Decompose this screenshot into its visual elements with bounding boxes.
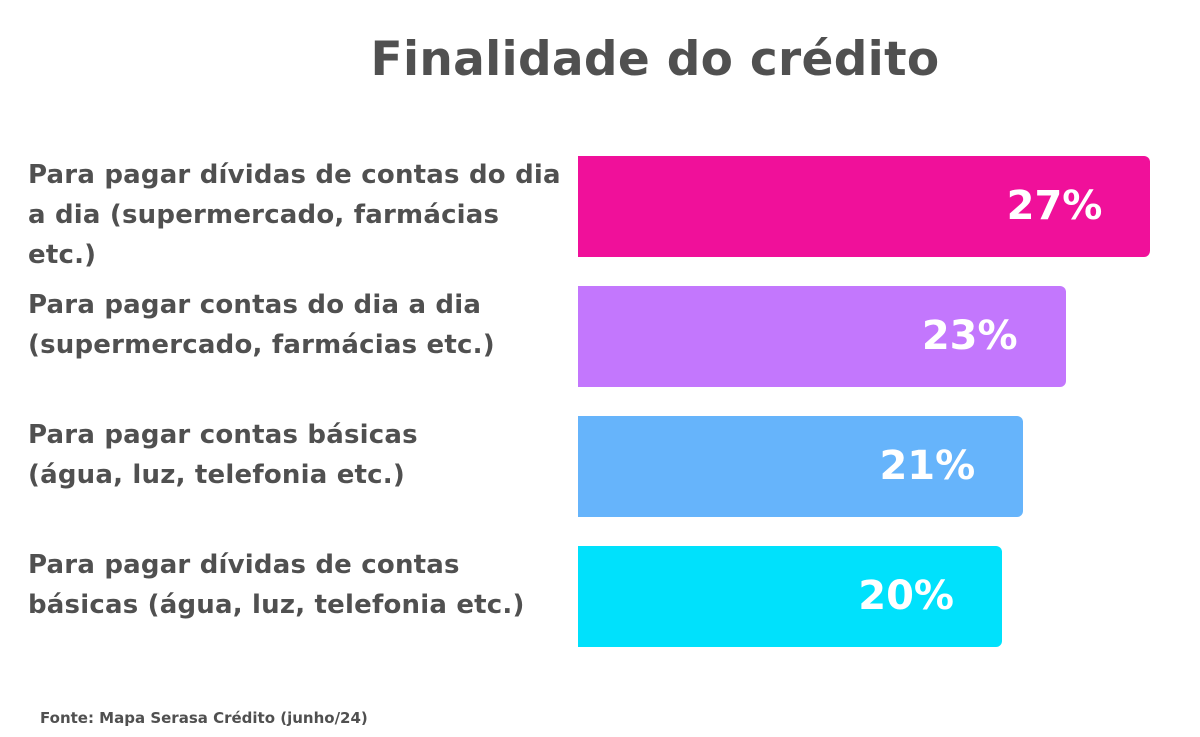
chart-title: Finalidade do crédito: [370, 32, 940, 87]
category-label-line: Para pagar contas básicas: [28, 420, 418, 450]
bar: [578, 416, 1024, 517]
bar-value-label: 20%: [858, 573, 954, 619]
bar: [578, 156, 1151, 257]
category-label-line: (água, luz, telefonia etc.): [28, 460, 405, 490]
category-label: Para pagar dívidas de contas do dia a dia…: [28, 155, 568, 275]
category-label: Para pagar contas básicas (água, luz, tel…: [28, 415, 568, 495]
bar-value-label: 23%: [921, 313, 1018, 359]
bar-value-label: 21%: [879, 443, 976, 489]
source-note: Fonte: Mapa Serasa Crédito (junho/24): [40, 709, 368, 727]
category-label: Para pagar dívidas de contas básicas (águ…: [28, 545, 568, 625]
category-label-line: Para pagar dívidas de contas: [28, 550, 460, 580]
category-label-line: (supermercado, farmácias etc.): [28, 330, 495, 360]
bar: [578, 546, 1002, 647]
category-label-line: básicas (água, luz, telefonia etc.): [28, 590, 525, 620]
bar-value-label: 27%: [1006, 183, 1103, 229]
category-label: Para pagar contas do dia a dia (supermerc…: [28, 285, 568, 365]
bar: [578, 286, 1066, 387]
category-label-line: Para pagar dívidas de contas do dia: [28, 160, 561, 190]
category-label-line: a dia (supermercado, farmácias etc.): [28, 200, 500, 270]
category-label-line: Para pagar contas do dia a dia: [28, 290, 482, 320]
